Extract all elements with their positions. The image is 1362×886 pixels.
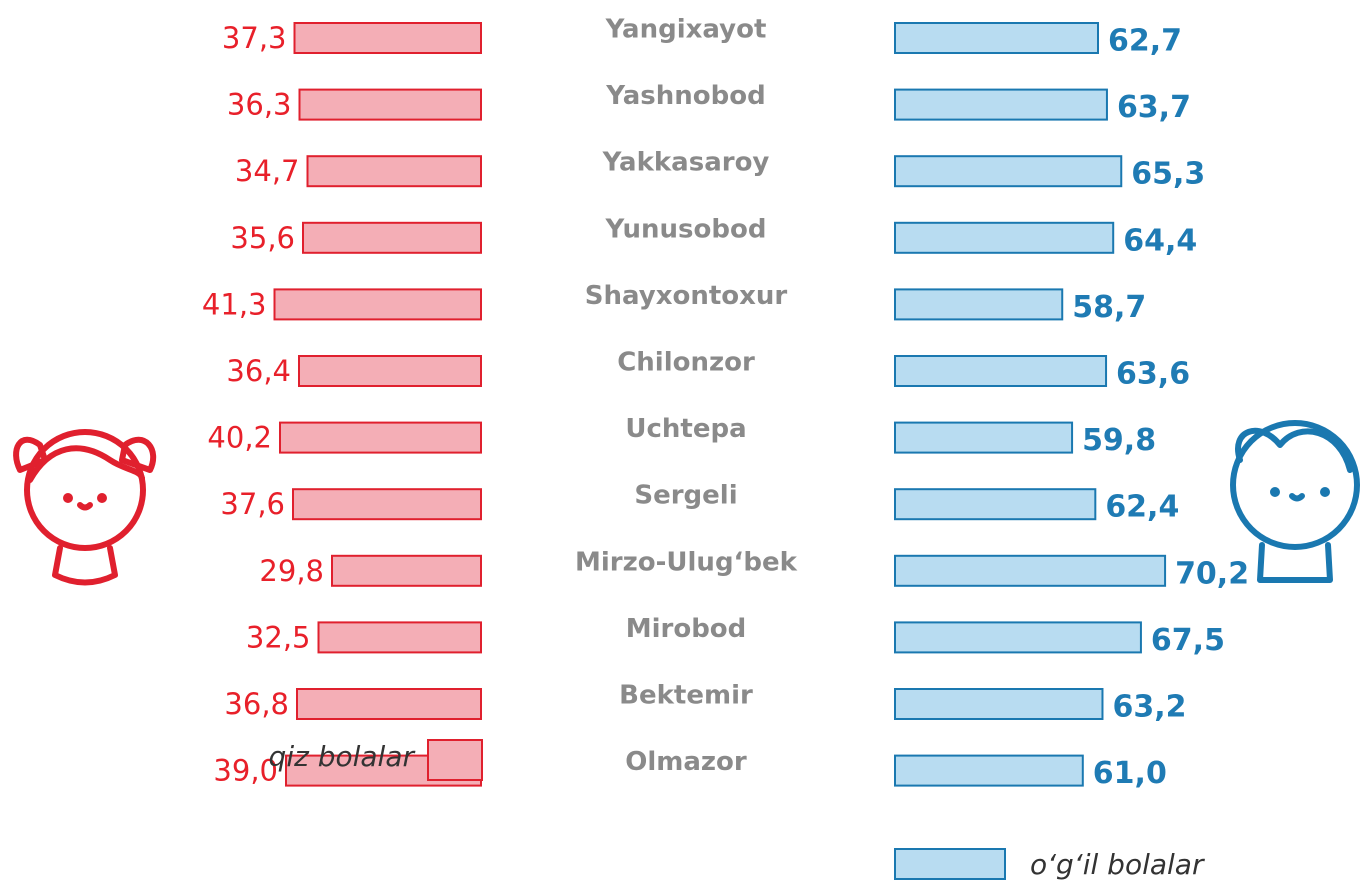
value-label: 58,7 xyxy=(1072,290,1146,325)
value-label: 62,7 xyxy=(1108,24,1182,59)
category-label: Mirobod xyxy=(626,614,747,644)
category-label: Yunusobod xyxy=(605,214,767,244)
bar xyxy=(279,421,482,454)
value-label: 63,2 xyxy=(1112,690,1186,725)
value-label: 36,8 xyxy=(224,687,289,721)
category-label: Sergeli xyxy=(634,481,737,511)
legend-swatch xyxy=(894,848,1006,880)
bar xyxy=(296,688,482,720)
category-label: Yashnobod xyxy=(605,81,765,111)
value-label: 59,8 xyxy=(1082,423,1156,458)
bar xyxy=(317,621,482,654)
bar xyxy=(894,554,1167,587)
category-label: Bektemir xyxy=(619,681,753,711)
bar xyxy=(293,22,482,54)
value-label: 64,4 xyxy=(1123,223,1197,258)
value-label: 40,2 xyxy=(207,421,272,455)
bar xyxy=(298,355,482,387)
bar xyxy=(306,155,482,188)
legend-label: qiz bolalar xyxy=(269,740,416,773)
value-label: 65,3 xyxy=(1131,157,1205,192)
bar xyxy=(894,155,1123,188)
value-label: 70,2 xyxy=(1175,556,1249,591)
bar xyxy=(894,221,1115,254)
category-label: Uchtepa xyxy=(625,414,746,444)
bar xyxy=(894,355,1108,387)
value-label: 37,6 xyxy=(220,487,285,521)
category-label: Chilonzor xyxy=(617,348,755,378)
bar xyxy=(894,421,1074,454)
value-label: 62,4 xyxy=(1105,490,1179,525)
boy-icon xyxy=(1230,420,1360,583)
bar xyxy=(894,288,1064,321)
bar xyxy=(894,22,1100,54)
bar xyxy=(331,554,482,587)
bar xyxy=(894,621,1142,654)
bar xyxy=(302,221,482,254)
value-label: 29,8 xyxy=(259,554,324,588)
value-label: 34,7 xyxy=(235,154,300,188)
value-label: 41,3 xyxy=(202,287,267,321)
value-label: 32,5 xyxy=(246,620,311,654)
bar xyxy=(894,688,1104,720)
value-label: 36,4 xyxy=(226,354,291,388)
category-label: Mirzo-Ulug‘bek xyxy=(575,547,798,577)
category-label: Yakkasaroy xyxy=(602,148,770,178)
value-label: 63,7 xyxy=(1117,90,1191,125)
value-label: 61,0 xyxy=(1093,756,1167,791)
legend-label: o‘g‘il bolalar xyxy=(1030,848,1205,881)
category-label: Shayxontoxur xyxy=(585,281,788,311)
value-label: 63,6 xyxy=(1116,357,1190,392)
bar xyxy=(298,88,482,121)
value-label: 37,3 xyxy=(222,21,287,55)
value-label: 35,6 xyxy=(230,221,295,255)
bar xyxy=(894,754,1084,787)
value-label: 36,3 xyxy=(227,88,292,122)
value-label: 67,5 xyxy=(1151,623,1225,658)
girl-icon xyxy=(13,429,157,586)
category-label: Olmazor xyxy=(625,747,747,777)
bar xyxy=(273,288,482,321)
value-label: 39,0 xyxy=(213,754,278,788)
legend-swatch xyxy=(427,739,483,781)
bar xyxy=(292,488,482,521)
bar xyxy=(894,88,1108,121)
bar xyxy=(894,488,1097,521)
category-label: Yangixayot xyxy=(605,15,767,45)
